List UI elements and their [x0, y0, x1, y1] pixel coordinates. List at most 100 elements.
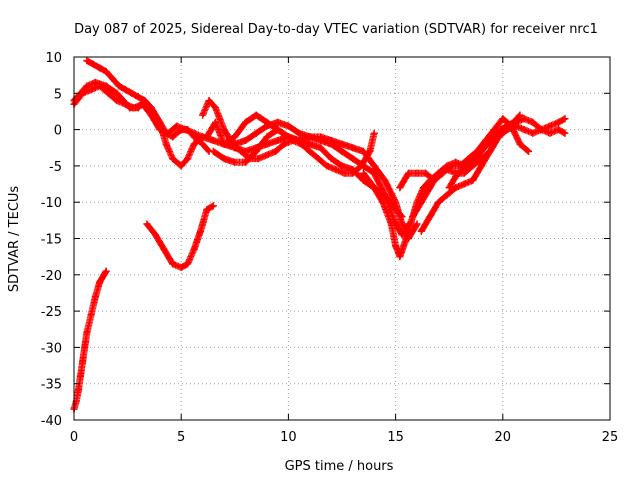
data-point: [147, 111, 155, 119]
data-point: [306, 140, 314, 148]
data-point: [546, 129, 554, 137]
data-point: [381, 176, 389, 184]
data-point: [417, 227, 425, 235]
data-point: [338, 147, 346, 155]
x-tick-label: 15: [387, 430, 404, 445]
data-point: [252, 111, 260, 119]
data-point: [458, 166, 466, 174]
data-point: [184, 260, 192, 268]
data-point: [317, 133, 325, 141]
data-point: [426, 184, 434, 192]
data-point: [434, 198, 442, 206]
data-point: [349, 144, 357, 152]
data-point: [490, 126, 498, 134]
data-series: [70, 57, 569, 413]
data-point: [231, 140, 239, 148]
data-point: [237, 147, 245, 155]
data-point: [121, 86, 129, 94]
data-point: [497, 126, 505, 134]
y-tick-label: -15: [41, 233, 62, 248]
data-point: [160, 245, 168, 253]
data-point: [113, 97, 121, 105]
x-axis-label: GPS time / hours: [285, 459, 394, 474]
data-point: [510, 118, 518, 126]
data-point: [205, 97, 213, 105]
data-point: [231, 133, 239, 141]
data-point: [471, 155, 479, 163]
x-tick-label: 20: [495, 430, 512, 445]
data-point: [520, 115, 528, 123]
data-point: [231, 158, 239, 166]
data-point: [445, 184, 453, 192]
data-point: [102, 68, 110, 76]
data-point: [263, 133, 271, 141]
data-point: [402, 235, 410, 242]
data-point: [113, 89, 121, 97]
data-point: [79, 89, 87, 97]
data-point: [74, 387, 82, 395]
data-point: [529, 129, 537, 137]
data-point: [555, 118, 563, 126]
data-point: [190, 140, 198, 148]
data-point: [89, 60, 97, 68]
data-point: [404, 169, 412, 177]
data-point: [327, 155, 335, 163]
data-point: [338, 162, 346, 170]
data-point: [184, 155, 192, 163]
data-point: [212, 104, 220, 112]
data-point: [484, 140, 492, 148]
data-point: [398, 220, 406, 228]
data-point: [359, 147, 367, 155]
chart-title: Day 087 of 2025, Sidereal Day-to-day VTE…: [74, 22, 598, 37]
series-arc-5: [143, 202, 217, 272]
data-point: [169, 260, 177, 268]
data-point: [203, 205, 211, 213]
data-point: [91, 293, 99, 301]
data-point: [203, 133, 211, 141]
data-point: [141, 97, 149, 105]
data-point: [452, 184, 460, 192]
y-tick-label: -25: [41, 305, 62, 320]
data-point: [252, 129, 260, 137]
data-point: [306, 133, 314, 141]
data-point: [323, 162, 331, 170]
data-point: [83, 57, 91, 65]
data-point: [464, 155, 472, 163]
data-point: [359, 169, 367, 177]
data-point: [490, 133, 498, 141]
series-arc-9: [220, 111, 421, 242]
data-point: [306, 147, 314, 155]
data-point: [392, 198, 400, 206]
data-point: [503, 122, 511, 130]
data-point: [295, 136, 303, 144]
data-point: [379, 198, 387, 206]
data-point: [280, 140, 288, 148]
data-point: [164, 129, 172, 137]
data-point: [130, 104, 138, 112]
data-point: [272, 147, 280, 155]
data-point: [396, 253, 404, 261]
data-point: [387, 220, 395, 228]
y-tick-label: 10: [45, 51, 62, 66]
data-point: [516, 111, 524, 119]
axis-ticks: 0 5 10 15 20 25 10 5 0 -5 -10 -15 -20 -25 -30 -35 -40: [41, 51, 619, 445]
data-point: [79, 358, 87, 366]
data-point: [87, 86, 95, 94]
data-point: [87, 311, 95, 319]
data-point: [295, 129, 303, 137]
data-point: [109, 75, 117, 83]
data-point: [398, 231, 406, 239]
data-point: [121, 100, 129, 108]
data-point: [460, 180, 468, 188]
data-point: [284, 122, 292, 130]
data-point: [196, 227, 204, 235]
data-point: [143, 220, 151, 228]
data-point: [452, 173, 460, 181]
y-tick-label: 5: [54, 87, 62, 102]
data-point: [177, 264, 185, 272]
x-tick-label: 10: [280, 430, 297, 445]
data-point: [561, 129, 569, 137]
data-point: [327, 136, 335, 144]
data-point: [317, 144, 325, 152]
